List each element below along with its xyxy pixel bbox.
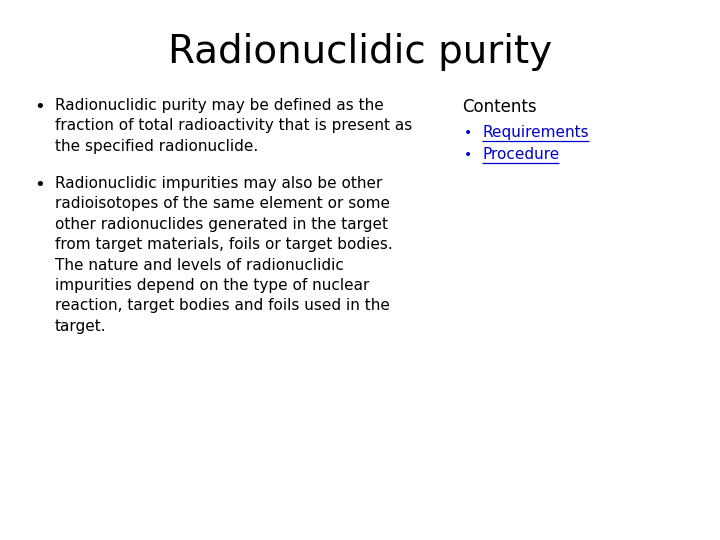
Text: •: • <box>464 126 472 140</box>
Text: Contents: Contents <box>462 98 536 116</box>
Text: Requirements: Requirements <box>482 125 589 140</box>
Text: •: • <box>464 148 472 162</box>
Text: Procedure: Procedure <box>482 147 559 162</box>
Text: Radionuclidic impurities may also be other
radioisotopes of the same element or : Radionuclidic impurities may also be oth… <box>55 176 392 334</box>
Text: Radionuclidic purity may be defined as the
fraction of total radioactivity that : Radionuclidic purity may be defined as t… <box>55 98 413 154</box>
Text: •: • <box>35 98 45 116</box>
Text: Radionuclidic purity: Radionuclidic purity <box>168 33 552 71</box>
Text: •: • <box>35 176 45 194</box>
